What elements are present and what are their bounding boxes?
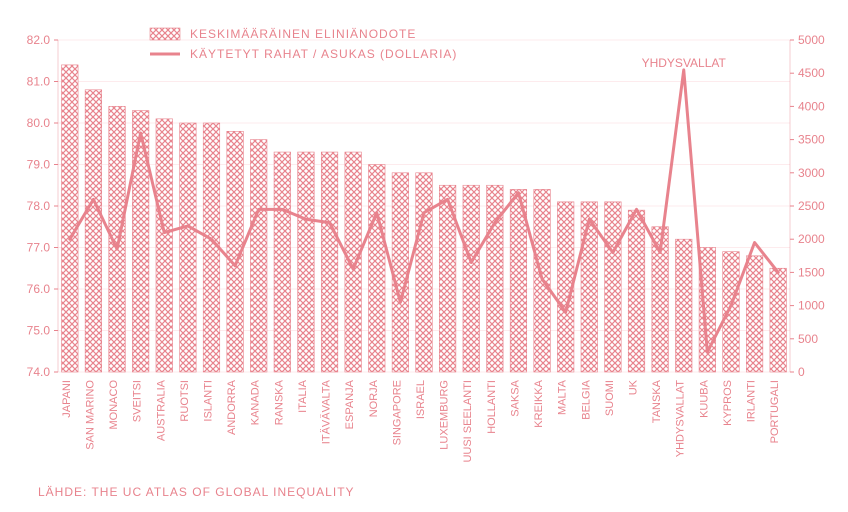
legend-bar-label: KESKIMÄÄRÄINEN ELINIÄNODOTE [190, 27, 416, 41]
category-label: SAN MARINO [84, 380, 96, 450]
right-axis-tick-label: 3500 [798, 133, 825, 147]
category-label: ISRAEL [415, 380, 427, 419]
right-axis-tick-label: 4500 [798, 66, 825, 80]
bar [156, 119, 173, 372]
category-label: UK [628, 379, 640, 395]
right-axis-tick-label: 5000 [798, 33, 825, 47]
category-label: JAPANI [61, 380, 73, 418]
bar [723, 252, 740, 372]
bar [250, 140, 267, 372]
category-label: KANADA [250, 379, 262, 425]
bar [463, 185, 480, 372]
category-label: ESPANJA [344, 379, 356, 429]
category-label: BELGIA [580, 379, 592, 419]
bar [369, 165, 386, 373]
bar [416, 173, 433, 372]
category-label: ISLANTI [202, 380, 214, 422]
right-axis-tick-label: 1000 [798, 299, 825, 313]
bar [180, 123, 197, 372]
bar [770, 268, 787, 372]
left-axis-tick-label: 80.0 [27, 116, 51, 130]
category-label: NORJA [368, 379, 380, 417]
right-axis-tick-label: 3000 [798, 166, 825, 180]
category-label: ITÄVÄVALTA [321, 379, 333, 444]
left-axis-tick-label: 82.0 [27, 33, 51, 47]
category-label: YHDYSVALLAT [675, 380, 687, 458]
right-axis-tick-label: 0 [798, 365, 805, 379]
right-axis-tick-label: 4000 [798, 99, 825, 113]
category-label: MONACO [108, 380, 120, 430]
bar [62, 65, 79, 372]
bar [605, 202, 622, 372]
bar [675, 239, 692, 372]
category-label: MALTA [557, 379, 569, 415]
right-axis-tick-label: 500 [798, 332, 818, 346]
left-axis-tick-label: 81.0 [27, 75, 51, 89]
bar [392, 173, 409, 372]
category-label: PORTUGALI [769, 380, 781, 443]
right-axis-tick-label: 1500 [798, 265, 825, 279]
chart-container: 74.0 75.0 76.0 77.0 78.0 79.0 80.0 81.0 82.0 0 500… [0, 0, 848, 512]
legend-line-label: KÄYTETYT RAHAT / ASUKAS (DOLLARIA) [190, 47, 457, 61]
bar [85, 90, 102, 372]
category-label: KREIKKA [533, 379, 545, 427]
category-label: KUUBA [698, 379, 710, 418]
left-axis-tick-label: 76.0 [27, 282, 51, 296]
category-label: SAKSA [509, 379, 521, 416]
category-label: AUSTRALIA [155, 379, 167, 441]
bar [298, 152, 315, 372]
category-label: IRLANTI [746, 380, 758, 422]
category-label: TANSKA [651, 379, 663, 423]
source-label: LÄHDE: THE UC ATLAS OF GLOBAL INEQUALITY [38, 485, 355, 499]
left-axis-tick-label: 74.0 [27, 365, 51, 379]
left-axis-tick-label: 78.0 [27, 199, 51, 213]
category-label: HOLLANTI [486, 380, 498, 434]
bar [132, 111, 149, 372]
legend-bar-swatch [150, 28, 180, 40]
bar [345, 152, 362, 372]
bar [321, 152, 338, 372]
bar [628, 210, 645, 372]
category-label: RANSKA [273, 379, 285, 425]
chart-svg: 74.0 75.0 76.0 77.0 78.0 79.0 80.0 81.0 82.0 0 500… [0, 0, 848, 512]
category-label: LUXEMBURG [439, 380, 451, 450]
category-label: SUOMI [604, 380, 616, 416]
left-axis-tick-label: 77.0 [27, 241, 51, 255]
category-label: ITALIA [297, 379, 309, 412]
annotation-label: YHDYSVALLAT [642, 56, 727, 70]
left-axis-tick-label: 75.0 [27, 324, 51, 338]
category-label: KYPROS [722, 380, 734, 426]
left-axis-tick-label: 79.0 [27, 158, 51, 172]
category-label: RUOTSI [179, 380, 191, 422]
right-axis-tick-label: 2000 [798, 232, 825, 246]
category-label: SVEITSI [132, 380, 144, 422]
bar [746, 256, 763, 372]
category-label: ANDORRA [226, 379, 238, 435]
bar [274, 152, 291, 372]
category-label: UUSI SEELANTI [462, 380, 474, 463]
category-label: SINGAPORE [391, 380, 403, 445]
right-axis-tick-label: 2500 [798, 199, 825, 213]
